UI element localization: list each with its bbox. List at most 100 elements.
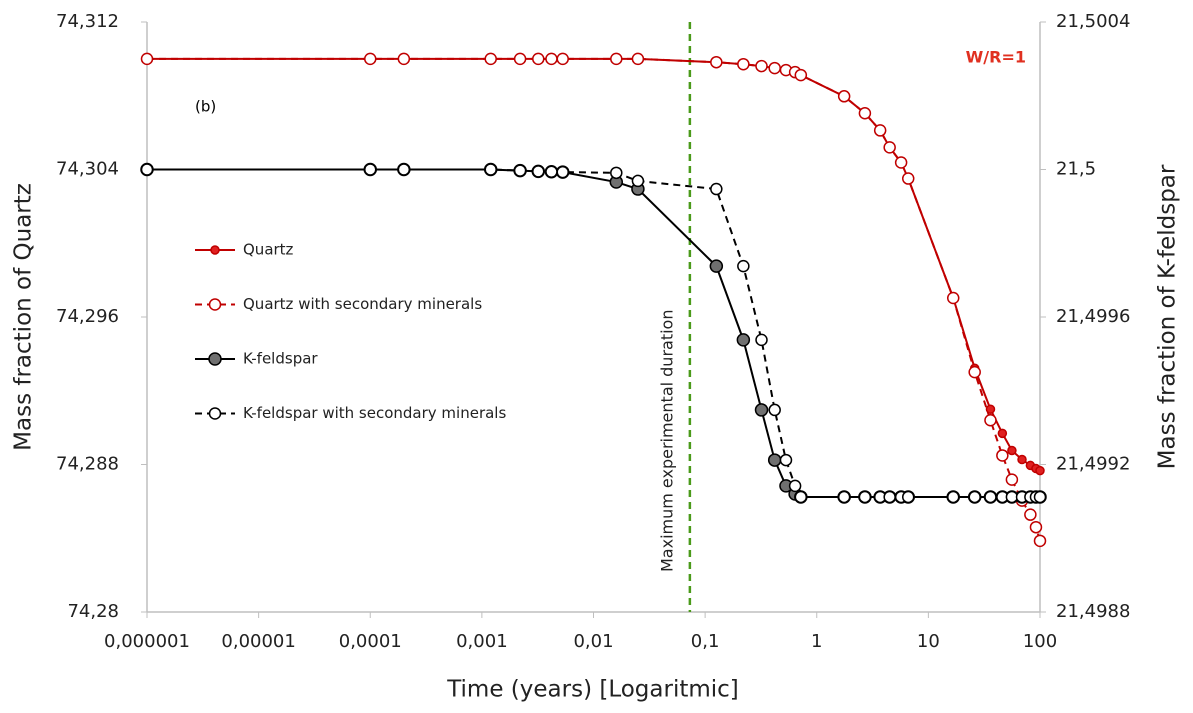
data-point [768, 61, 781, 75]
data-point [755, 333, 768, 347]
x-tick-label: 0,001 [456, 631, 508, 652]
data-point [709, 259, 724, 273]
data-point [894, 156, 908, 169]
data-point [1024, 508, 1037, 521]
data-point [788, 479, 802, 493]
data-point [532, 165, 545, 178]
legend-label: Quartz [243, 241, 294, 259]
x-tick-label: 10 [917, 631, 940, 652]
reference-label: Maximum experimental duration [657, 310, 676, 572]
data-point [858, 107, 872, 120]
data-point [513, 52, 527, 66]
x-tick-label: 100 [1023, 631, 1057, 652]
data-point [1029, 520, 1043, 534]
x-axis-title: Time (years) [Logaritmic] [446, 677, 739, 703]
data-point [140, 163, 154, 176]
x-tick-label: 0,00001 [221, 631, 295, 652]
data-point [858, 490, 872, 504]
legend-label: K-feldspar with secondary minerals [243, 404, 506, 422]
data-point [737, 259, 750, 273]
data-point [513, 164, 527, 177]
y-tick-label: 74,296 [56, 306, 119, 327]
data-point [1017, 454, 1027, 465]
data-point [364, 163, 377, 176]
y2-axis-title: Mass fraction of K-feldspar [1155, 164, 1181, 469]
data-point [545, 52, 558, 66]
data-point [364, 52, 377, 66]
data-point [984, 490, 997, 504]
data-point [736, 333, 751, 347]
data-point [996, 449, 1009, 462]
data-point [484, 163, 497, 176]
annotation: (b) [195, 98, 216, 116]
annotation: W/R=1 [966, 48, 1026, 67]
y2-tick-label: 21,5004 [1056, 11, 1130, 32]
data-point [710, 55, 723, 69]
data-point [837, 90, 851, 103]
data-point [397, 163, 411, 176]
data-point [779, 453, 793, 467]
data-point [873, 124, 887, 137]
data-point [397, 52, 411, 66]
data-point [901, 172, 915, 185]
legend-marker [208, 298, 222, 311]
data-point [794, 68, 808, 82]
legend-label: K-feldspar [243, 350, 318, 368]
data-point [532, 52, 545, 66]
data-point [767, 453, 782, 467]
x-tick-label: 0,000001 [104, 631, 190, 652]
y2-tick-label: 21,4988 [1056, 601, 1130, 622]
data-point [754, 403, 769, 417]
data-point [1005, 473, 1019, 486]
data-point [737, 57, 750, 71]
data-point [837, 490, 851, 504]
data-point [610, 166, 623, 180]
legend-label: Quartz with secondary minerals [243, 295, 482, 313]
data-point [545, 165, 558, 178]
data-point [1033, 490, 1047, 504]
x-tick-label: 0,01 [573, 631, 613, 652]
x-tick-label: 0,1 [691, 631, 720, 652]
y-tick-label: 74,312 [56, 11, 119, 32]
y-tick-label: 74,304 [56, 159, 119, 180]
data-point [140, 52, 154, 66]
y2-tick-label: 21,5 [1056, 159, 1096, 180]
data-point [610, 52, 623, 66]
data-point [946, 490, 960, 504]
legend-marker [208, 352, 222, 366]
legend-marker [210, 245, 220, 255]
data-point [484, 52, 497, 66]
data-point [556, 52, 569, 66]
data-point [968, 365, 981, 379]
data-point [768, 403, 781, 417]
y-axis-title: Mass fraction of Quartz [11, 183, 37, 451]
legend-marker [208, 407, 222, 420]
data-point [984, 414, 997, 427]
data-point [755, 59, 768, 73]
data-point [968, 490, 981, 504]
data-point [946, 291, 960, 305]
data-point [883, 490, 896, 504]
data-point [631, 174, 645, 188]
data-point [1033, 534, 1047, 548]
x-tick-label: 1 [811, 631, 822, 652]
x-tick-label: 0,0001 [339, 631, 402, 652]
series-line [147, 168, 1040, 498]
y-tick-label: 74,288 [56, 454, 119, 475]
data-point [631, 52, 645, 66]
y2-tick-label: 21,4996 [1056, 306, 1130, 327]
data-point [883, 141, 896, 154]
data-point [794, 490, 808, 504]
data-point [556, 165, 569, 179]
data-point [710, 182, 723, 196]
data-point [1005, 490, 1019, 504]
data-point [985, 404, 996, 414]
data-point [997, 428, 1008, 439]
data-point [901, 490, 915, 504]
series-line [147, 168, 1040, 498]
y-tick-label: 74,28 [67, 601, 119, 622]
data-point [1035, 465, 1045, 476]
data-point [1007, 445, 1017, 456]
y2-tick-label: 21,4992 [1056, 454, 1130, 475]
